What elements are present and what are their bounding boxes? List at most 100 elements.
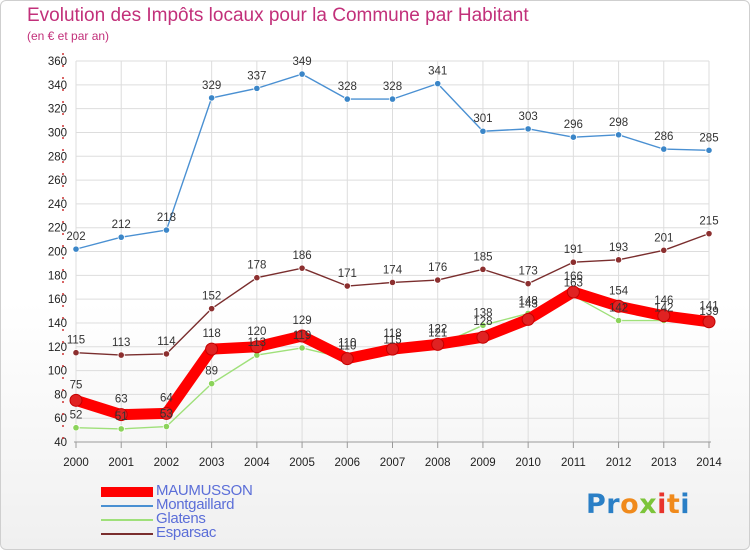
point-montgaillard-2007 bbox=[388, 95, 397, 103]
data-label-esparsac-2010: 173 bbox=[519, 266, 538, 278]
y-tick-label-340: 340 bbox=[48, 80, 67, 92]
y-tick-label-360: 360 bbox=[48, 56, 67, 68]
point-esparsac-2000 bbox=[72, 349, 80, 357]
point-glatens-2009 bbox=[479, 321, 487, 329]
point-maumusson-2009 bbox=[476, 330, 490, 344]
data-label-montgaillard-2010: 303 bbox=[519, 111, 538, 123]
point-esparsac-2014 bbox=[705, 230, 713, 238]
x-tick-label-2000: 2000 bbox=[63, 457, 89, 469]
point-esparsac-2003 bbox=[208, 305, 216, 313]
x-tick-label-2014: 2014 bbox=[696, 457, 722, 469]
x-tick-label-2005: 2005 bbox=[289, 457, 315, 469]
series-lines bbox=[69, 70, 716, 433]
x-tick-label-2002: 2002 bbox=[154, 457, 180, 469]
point-maumusson-2014 bbox=[702, 315, 716, 329]
axes: 40 60 80 100 120 140 160 180 200 220 240 260 280 300 3… bbox=[48, 53, 722, 469]
point-glatens-2003 bbox=[208, 380, 216, 388]
y-tick-label-240: 240 bbox=[48, 199, 67, 211]
data-label-glatens-2000: 52 bbox=[70, 410, 83, 422]
point-maumusson-2000 bbox=[69, 393, 83, 407]
data-label-esparsac-2005: 186 bbox=[292, 250, 311, 262]
data-label-maumusson-2011: 166 bbox=[564, 271, 583, 283]
data-label-montgaillard-2001: 212 bbox=[112, 219, 131, 231]
legend-label-esparsac: Esparsac bbox=[156, 524, 217, 541]
legend-swatch-glatens bbox=[101, 519, 153, 521]
logo-letter: P bbox=[586, 489, 607, 520]
point-montgaillard-2003 bbox=[208, 94, 216, 102]
point-glatens-2002 bbox=[162, 422, 171, 431]
data-label-esparsac-2004: 178 bbox=[247, 260, 266, 272]
point-esparsac-2008 bbox=[434, 276, 442, 284]
y-tick-label-40: 40 bbox=[54, 437, 67, 449]
data-label-esparsac-2009: 185 bbox=[473, 251, 492, 263]
data-label-montgaillard-2000: 202 bbox=[66, 231, 85, 243]
data-label-esparsac-2008: 176 bbox=[428, 262, 447, 274]
chart-title: Evolution des Impôts locaux pour la Comm… bbox=[27, 5, 529, 26]
point-esparsac-2001 bbox=[117, 351, 125, 359]
data-label-glatens-2005: 119 bbox=[293, 330, 311, 342]
point-esparsac-2010 bbox=[524, 280, 532, 288]
data-label-esparsac-2013: 201 bbox=[654, 232, 673, 244]
legend-swatch-esparsac bbox=[101, 533, 153, 535]
point-esparsac-2013 bbox=[660, 246, 668, 254]
y-tick-label-80: 80 bbox=[54, 389, 67, 401]
x-tick-label-2008: 2008 bbox=[425, 457, 451, 469]
y-tick-label-160: 160 bbox=[48, 294, 67, 306]
data-label-montgaillard-2007: 328 bbox=[383, 81, 402, 93]
point-esparsac-2007 bbox=[388, 278, 397, 287]
x-tick-label-2013: 2013 bbox=[651, 457, 677, 469]
point-montgaillard-2014 bbox=[705, 146, 713, 154]
y-tick-label-280: 280 bbox=[48, 151, 67, 163]
data-label-montgaillard-2013: 286 bbox=[654, 131, 673, 143]
data-label-montgaillard-2005: 349 bbox=[292, 56, 311, 68]
x-tick-label-2012: 2012 bbox=[606, 457, 632, 469]
point-maumusson-2003 bbox=[205, 342, 219, 356]
data-label-maumusson-2013: 146 bbox=[654, 295, 673, 307]
data-label-glatens-2013: 142 bbox=[654, 303, 673, 315]
legend-label-glatens: Glatens bbox=[156, 510, 206, 527]
data-label-maumusson-2007: 118 bbox=[383, 328, 401, 340]
point-montgaillard-2013 bbox=[660, 145, 668, 153]
data-label-esparsac-2001: 113 bbox=[112, 337, 130, 349]
data-label-montgaillard-2012: 298 bbox=[609, 117, 628, 129]
data-label-glatens-2014: 139 bbox=[699, 306, 718, 318]
data-label-glatens-2001: 51 bbox=[115, 411, 128, 423]
x-tick-label-2001: 2001 bbox=[108, 457, 134, 469]
point-maumusson-2008 bbox=[431, 337, 445, 351]
data-label-glatens-2003: 89 bbox=[205, 366, 218, 378]
proxiti-logo: Proxiti bbox=[586, 489, 690, 520]
data-label-maumusson-2008: 122 bbox=[428, 323, 447, 335]
point-maumusson-2002 bbox=[159, 406, 173, 420]
point-esparsac-2009 bbox=[479, 265, 487, 273]
data-label-esparsac-2000: 115 bbox=[67, 335, 85, 347]
point-maumusson-2010 bbox=[521, 312, 535, 326]
point-montgaillard-2009 bbox=[479, 127, 487, 135]
point-maumusson-2005 bbox=[295, 329, 309, 343]
point-glatens-2000 bbox=[72, 424, 80, 432]
data-label-esparsac-2002: 114 bbox=[157, 336, 176, 348]
data-label-maumusson-2014: 141 bbox=[699, 301, 718, 313]
data-label-glatens-2004: 113 bbox=[248, 337, 266, 349]
y-tick-label-100: 100 bbox=[48, 366, 67, 378]
point-esparsac-2011 bbox=[569, 258, 577, 266]
point-maumusson-2004 bbox=[250, 340, 264, 354]
point-esparsac-2004 bbox=[253, 274, 261, 282]
data-label-montgaillard-2002: 218 bbox=[157, 212, 176, 224]
data-label-montgaillard-2011: 296 bbox=[564, 119, 583, 131]
data-label-esparsac-2007: 174 bbox=[383, 264, 403, 276]
y-tick-label-300: 300 bbox=[48, 127, 67, 139]
point-esparsac-2002 bbox=[162, 350, 171, 358]
data-label-montgaillard-2003: 329 bbox=[202, 80, 221, 92]
x-tick-label-2011: 2011 bbox=[561, 457, 586, 469]
legend-label-maumusson: MAUMUSSON bbox=[156, 482, 253, 499]
logo-letter: o bbox=[620, 489, 640, 520]
y-tick-label-140: 140 bbox=[48, 318, 67, 330]
data-label-glatens-2007: 115 bbox=[383, 335, 401, 347]
point-maumusson-2007 bbox=[386, 342, 399, 356]
data-label-maumusson-2006: 110 bbox=[338, 338, 356, 350]
point-esparsac-2006 bbox=[343, 282, 351, 290]
data-label-maumusson-2003: 118 bbox=[202, 328, 220, 340]
y-tick-label-220: 220 bbox=[48, 223, 67, 235]
point-esparsac-2012 bbox=[614, 256, 623, 264]
